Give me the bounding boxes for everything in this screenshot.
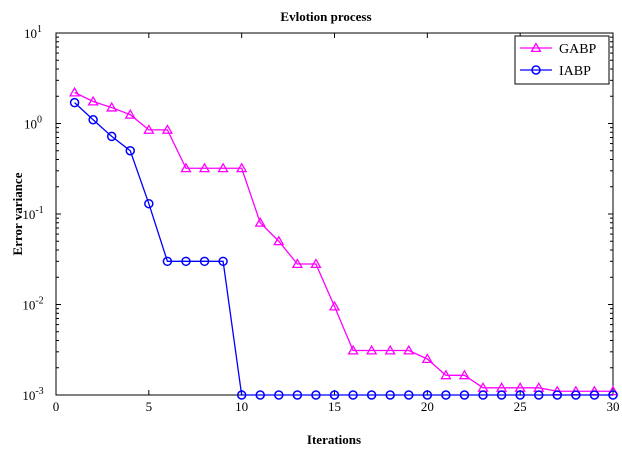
data-point-gabp <box>291 258 303 269</box>
y-tick-base: 10 <box>22 298 35 313</box>
data-point-iabp <box>571 390 581 400</box>
data-point-gabp <box>458 369 471 380</box>
data-point-gabp <box>180 162 192 173</box>
y-axis-label: Error variance <box>10 172 25 255</box>
data-point-gabp <box>87 95 99 106</box>
data-point-iabp <box>329 390 340 400</box>
data-point-gabp <box>143 124 155 134</box>
y-tick-label: 10-1 <box>22 205 43 222</box>
data-point-gabp <box>273 235 285 246</box>
data-point-iabp <box>255 390 265 400</box>
data-point-iabp <box>69 97 80 108</box>
data-point-iabp <box>404 390 414 400</box>
chart-title: Evlotion process <box>280 9 371 24</box>
data-point-iabp <box>199 256 210 267</box>
data-point-iabp <box>533 390 544 400</box>
legend-marker-iabp <box>531 65 541 75</box>
y-tick-label: 100 <box>24 115 42 132</box>
data-point-iabp <box>144 198 154 209</box>
y-tick-label: 10-3 <box>22 386 43 403</box>
x-tick-label: 15 <box>328 399 341 414</box>
y-tick-exponent: -1 <box>35 205 43 216</box>
data-point-gabp <box>236 162 248 173</box>
data-point-gabp <box>217 162 229 173</box>
data-point-iabp <box>125 145 136 156</box>
legend-box <box>514 35 610 85</box>
legend-label-gabp: GABP <box>559 42 597 57</box>
y-tick-exponent: 1 <box>37 24 42 35</box>
data-point-iabp <box>274 390 284 400</box>
y-tick-exponent: -2 <box>35 296 43 307</box>
data-point-iabp <box>441 390 451 400</box>
data-point-gabp <box>310 258 322 269</box>
data-point-gabp <box>347 344 359 355</box>
data-point-gabp <box>328 300 341 311</box>
data-point-iabp <box>292 390 303 400</box>
y-tick-base: 10 <box>22 207 35 222</box>
data-point-gabp <box>68 86 81 97</box>
data-point-gabp <box>384 344 396 355</box>
data-point-iabp <box>385 390 395 400</box>
data-point-gabp <box>124 108 136 119</box>
data-point-gabp <box>254 216 266 227</box>
x-tick-label: 10 <box>235 399 248 414</box>
data-point-iabp <box>88 115 98 125</box>
y-tick-exponent: 0 <box>37 115 42 126</box>
series-line-iabp <box>74 102 613 396</box>
data-point-iabp <box>181 256 191 267</box>
data-point-iabp <box>218 256 228 267</box>
series-layer <box>68 86 619 400</box>
data-point-iabp <box>311 390 321 400</box>
x-tick-label: 30 <box>607 399 620 414</box>
data-point-iabp <box>515 390 525 400</box>
data-point-iabp <box>608 390 618 400</box>
data-point-iabp <box>589 390 600 400</box>
data-point-gabp <box>440 369 452 380</box>
data-point-iabp <box>106 131 117 142</box>
data-point-iabp <box>478 390 488 400</box>
data-point-iabp <box>348 390 358 400</box>
y-tick-label: 101 <box>24 24 42 41</box>
data-point-gabp <box>366 344 378 355</box>
y-tick-label: 10-2 <box>22 296 43 313</box>
y-tick-base: 10 <box>24 26 37 41</box>
x-axis-ticks: 0 5 10 15 20 25 30 <box>53 33 620 414</box>
x-tick-label: 0 <box>53 399 60 414</box>
plot-area <box>55 32 614 396</box>
data-point-gabp <box>106 101 118 112</box>
y-tick-base: 10 <box>22 388 35 403</box>
data-point-iabp <box>496 390 507 400</box>
data-point-iabp <box>552 390 563 400</box>
legend-marker-gabp <box>530 42 542 53</box>
data-point-iabp <box>236 390 247 400</box>
x-axis-label: Iterations <box>307 432 361 447</box>
x-tick-label: 20 <box>421 399 434 414</box>
x-tick-label: 5 <box>146 399 153 414</box>
data-point-gabp <box>161 124 174 134</box>
data-point-gabp <box>198 162 211 173</box>
data-point-gabp <box>403 344 415 355</box>
legend: GABP IABP <box>514 35 610 85</box>
legend-label-iabp: IABP <box>559 64 591 79</box>
data-point-iabp <box>459 390 470 400</box>
data-point-gabp <box>421 353 433 364</box>
y-tick-base: 10 <box>24 117 37 132</box>
data-point-iabp <box>422 390 433 400</box>
x-tick-label: 25 <box>514 399 527 414</box>
data-point-iabp <box>366 390 377 400</box>
y-tick-exponent: -3 <box>35 386 43 397</box>
data-point-iabp <box>162 256 173 267</box>
